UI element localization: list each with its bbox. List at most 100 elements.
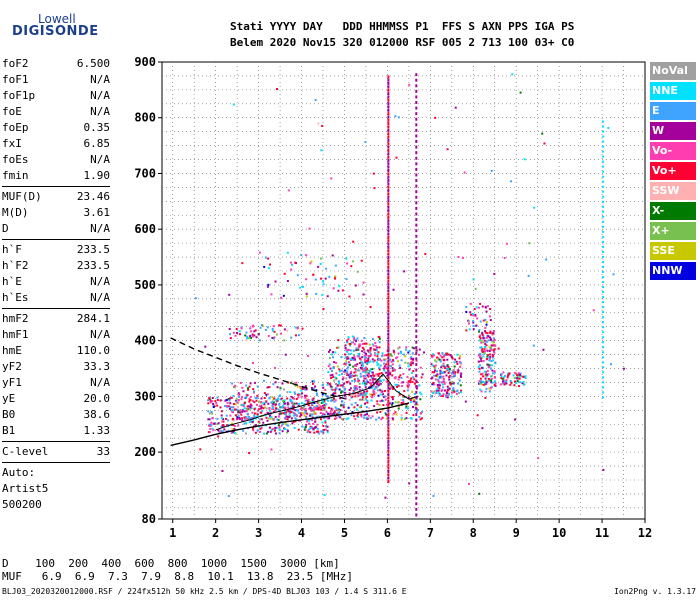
echo-point: [280, 406, 283, 409]
echo-point: [272, 417, 275, 420]
echo-point: [435, 370, 438, 373]
echo-point: [277, 415, 280, 418]
echo-point: [231, 382, 234, 385]
echo-point: [352, 358, 355, 361]
legend-item-nne: NNE: [650, 82, 696, 100]
echo-point: [324, 419, 327, 422]
echo-point: [208, 423, 211, 426]
echo-point: [296, 385, 299, 388]
echo-point: [415, 262, 418, 266]
echo-point: [376, 403, 379, 406]
echo-point: [383, 367, 386, 370]
echo-point: [317, 430, 320, 433]
echo-point: [612, 273, 615, 276]
echo-point: [316, 394, 319, 397]
echo-point: [212, 404, 215, 407]
echo-point: [375, 382, 378, 385]
echo-point: [487, 339, 490, 342]
echo-point: [361, 392, 364, 395]
echo-point: [348, 342, 351, 345]
echo-point: [457, 378, 460, 381]
echo-point: [345, 362, 348, 365]
echo-point: [401, 384, 404, 387]
echo-point: [602, 270, 605, 273]
echo-point: [376, 346, 379, 349]
echo-point: [320, 277, 323, 280]
echo-point: [224, 399, 227, 402]
param-row-fmin: fmin 1.90: [2, 168, 110, 184]
echo-point: [387, 162, 390, 166]
echo-point: [493, 383, 496, 386]
echo-point: [362, 348, 365, 351]
echo-point: [443, 355, 446, 358]
echo-point: [370, 387, 373, 390]
echo-point: [411, 381, 414, 384]
echo-point: [382, 404, 385, 407]
echo-point: [420, 376, 423, 379]
echo-point: [373, 187, 376, 190]
echo-point: [269, 430, 272, 433]
echo-point: [359, 344, 362, 347]
echo-point: [305, 388, 308, 391]
echo-point: [387, 326, 390, 330]
echo-point: [384, 496, 387, 499]
echo-point: [338, 411, 341, 414]
echo-point: [223, 425, 226, 428]
echo-point: [322, 401, 325, 404]
echo-point: [264, 401, 267, 404]
echo-point: [314, 99, 317, 102]
echo-point: [460, 363, 463, 366]
echo-point: [602, 150, 605, 153]
echo-point: [387, 105, 390, 109]
echo-point: [602, 296, 605, 299]
echo-point: [309, 425, 312, 428]
echo-point: [458, 357, 461, 360]
echo-point: [328, 356, 331, 359]
echo-point: [235, 400, 238, 403]
echo-point: [400, 352, 403, 355]
echo-point: [395, 385, 398, 388]
echo-point: [278, 324, 281, 327]
echo-point: [330, 399, 333, 402]
echo-point: [517, 373, 520, 376]
echo-point: [485, 381, 488, 384]
echo-point: [354, 284, 357, 287]
echo-point: [387, 383, 390, 387]
echo-point: [208, 412, 211, 415]
echo-point: [441, 395, 444, 398]
echo-point: [356, 380, 359, 383]
echo-point: [380, 359, 383, 362]
echo-point: [243, 422, 246, 425]
echo-point: [341, 289, 344, 292]
echo-point: [327, 365, 330, 368]
echo-point: [231, 406, 234, 409]
echo-point: [433, 392, 436, 395]
echo-point: [387, 115, 390, 119]
x-tick-label: 10: [552, 526, 566, 540]
echo-point: [383, 365, 386, 368]
echo-point: [297, 334, 300, 337]
echo-point: [415, 513, 418, 517]
echo-point: [479, 352, 482, 355]
param-name: fxI: [2, 137, 22, 150]
param-row-yf1: yF1 N/A: [2, 375, 110, 391]
echo-point: [342, 406, 345, 409]
echo-point: [352, 341, 355, 344]
echo-point: [355, 385, 358, 388]
echo-point: [415, 390, 418, 394]
echo-point: [415, 496, 418, 500]
echo-point: [345, 377, 348, 380]
echo-point: [277, 424, 280, 427]
echo-point: [415, 351, 418, 355]
echo-point: [256, 429, 259, 432]
echo-point: [387, 426, 390, 430]
echo-point: [267, 402, 270, 405]
echo-point: [405, 348, 408, 351]
echo-point: [432, 494, 435, 497]
echo-point: [602, 468, 605, 471]
echo-point: [354, 418, 357, 421]
echo-point: [488, 350, 491, 353]
echo-point: [486, 305, 489, 308]
echo-point: [415, 385, 418, 389]
echo-point: [523, 383, 526, 386]
